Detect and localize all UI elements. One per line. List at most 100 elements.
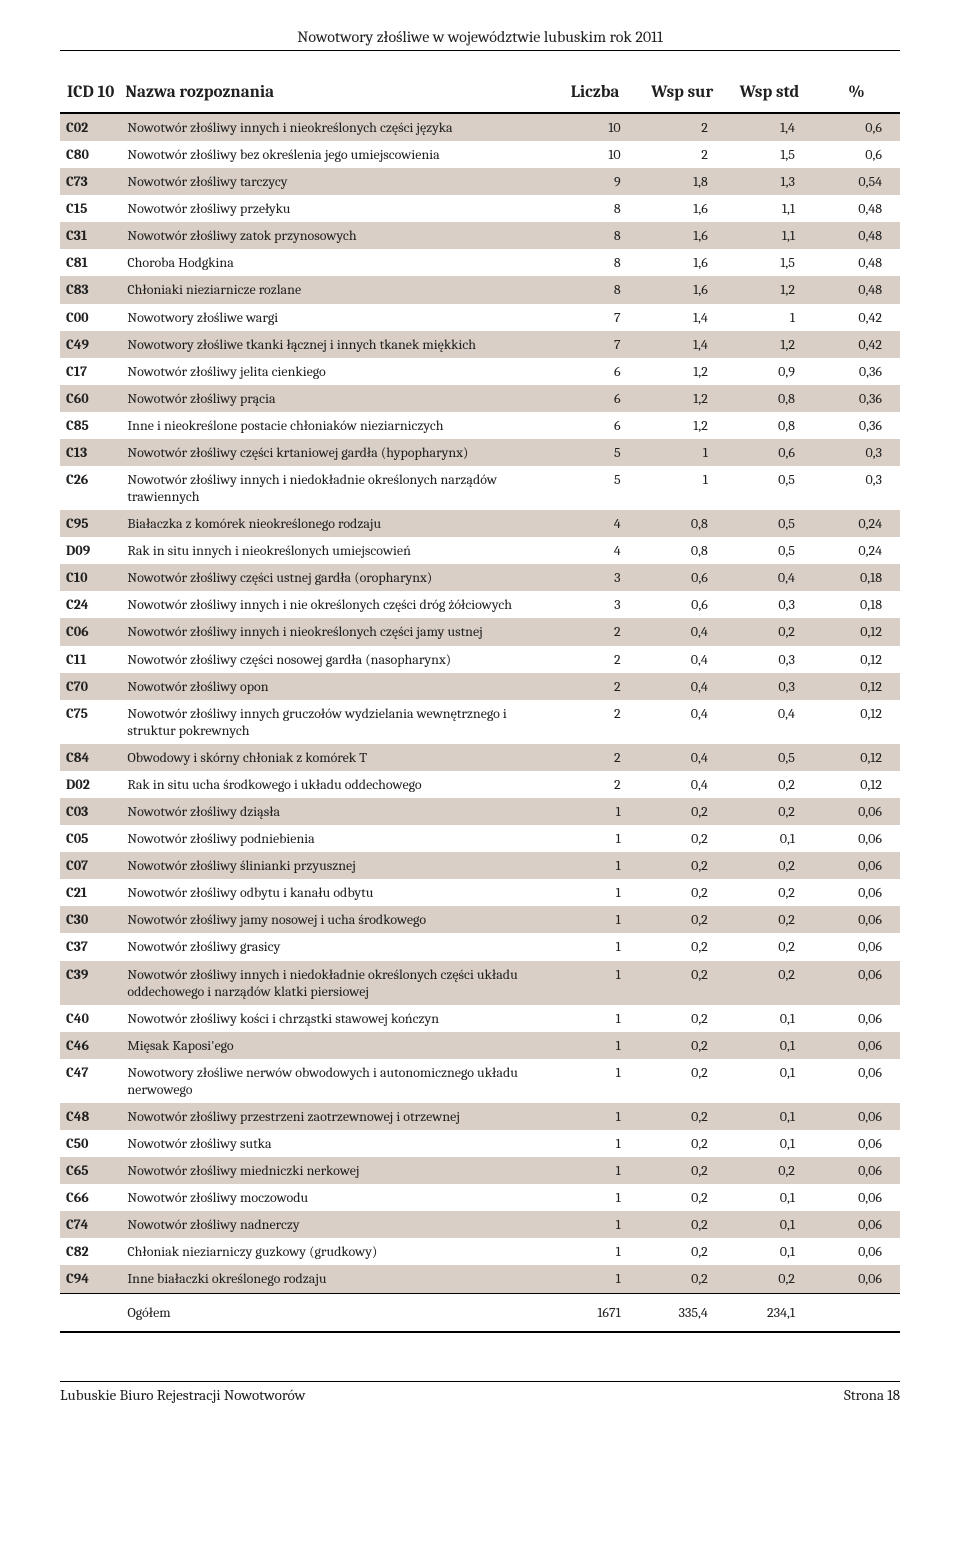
- cell-liczba: 1: [551, 852, 638, 879]
- cell-pct: 0,12: [813, 744, 900, 771]
- cell-icd: D09: [60, 537, 121, 564]
- cell-wsp-sur: 0,2: [639, 961, 726, 1005]
- cell-liczba: 2: [551, 744, 638, 771]
- cell-wsp-sur: 0,4: [639, 673, 726, 700]
- cell-name: Nowotwór złośliwy jelita cienkiego: [121, 358, 551, 385]
- table-row: C70Nowotwór złośliwy opon20,40,30,12: [60, 673, 900, 700]
- cell-pct: 0,48: [813, 249, 900, 276]
- cell-pct: 0,36: [813, 358, 900, 385]
- table-row: C75Nowotwór złośliwy innych gruczołów wy…: [60, 700, 900, 744]
- col-header-wsp-sur: Wsp sur: [639, 77, 726, 113]
- running-head: Nowotwory złośliwe w województwie lubusk…: [60, 28, 900, 51]
- cell-wsp-std: 0,4: [726, 700, 813, 744]
- cell-name: Nowotwór złośliwy części nosowej gardła …: [121, 646, 551, 673]
- cell-wsp-sur: 0,2: [639, 852, 726, 879]
- cell-icd: C47: [60, 1059, 121, 1103]
- cell-wsp-sur: 1: [639, 439, 726, 466]
- cell-liczba: 1: [551, 1238, 638, 1265]
- cell-wsp-std: 0,3: [726, 673, 813, 700]
- cell-wsp-sur: 0,2: [639, 906, 726, 933]
- cell-name: Nowotwór złośliwy sutka: [121, 1130, 551, 1157]
- cell-wsp-sur: 0,4: [639, 700, 726, 744]
- cell-pct: 0,06: [813, 1130, 900, 1157]
- cell-icd: C73: [60, 168, 121, 195]
- table-row: C83Chłoniaki nieziarnicze rozlane81,61,2…: [60, 276, 900, 303]
- cell-wsp-sur: 0,2: [639, 1265, 726, 1293]
- cell-pct: 0,06: [813, 798, 900, 825]
- cell-wsp-sur: 0,2: [639, 1130, 726, 1157]
- cell-liczba: 1: [551, 879, 638, 906]
- cell-liczba: 7: [551, 331, 638, 358]
- cell-pct: 0,12: [813, 646, 900, 673]
- cell-name: Nowotwór złośliwy podniebienia: [121, 825, 551, 852]
- cell-pct: 0,06: [813, 1005, 900, 1032]
- table-row: C82Chłoniak nieziarniczy guzkowy (grudko…: [60, 1238, 900, 1265]
- cell-liczba: 9: [551, 168, 638, 195]
- table-row: C11Nowotwór złośliwy części nosowej gard…: [60, 646, 900, 673]
- cell-pct: 0,36: [813, 412, 900, 439]
- cell-wsp-std: 0,2: [726, 879, 813, 906]
- cell-wsp-std: 0,1: [726, 1211, 813, 1238]
- cell-liczba: 1: [551, 1032, 638, 1059]
- cell-name: Rak in situ innych i nieokreślonych umie…: [121, 537, 551, 564]
- cell-pct: 0,06: [813, 1265, 900, 1293]
- cell-icd: C83: [60, 276, 121, 303]
- cell-liczba: 5: [551, 439, 638, 466]
- table-row: C50Nowotwór złośliwy sutka10,20,10,06: [60, 1130, 900, 1157]
- cell-pct: 0,06: [813, 879, 900, 906]
- table-row: C13Nowotwór złośliwy części krtaniowej g…: [60, 439, 900, 466]
- cell-name: Nowotwór złośliwy części ustnej gardła (…: [121, 564, 551, 591]
- cell-name: Rak in situ ucha środkowego i układu odd…: [121, 771, 551, 798]
- cell-icd: C31: [60, 222, 121, 249]
- cell-wsp-sur: 0,6: [639, 591, 726, 618]
- cell-pct: 0,18: [813, 564, 900, 591]
- cell-wsp-std: 0,1: [726, 1005, 813, 1032]
- table-row: C84Obwodowy i skórny chłoniak z komórek …: [60, 744, 900, 771]
- cell-liczba: 6: [551, 358, 638, 385]
- cell-wsp-sur: 1,2: [639, 412, 726, 439]
- cell-liczba: 1: [551, 933, 638, 960]
- cell-name: Nowotwór złośliwy jamy nosowej i ucha śr…: [121, 906, 551, 933]
- cell-pct: 0,48: [813, 222, 900, 249]
- cell-wsp-std: 0,1: [726, 825, 813, 852]
- cell-liczba: 3: [551, 591, 638, 618]
- cell-liczba: 1: [551, 798, 638, 825]
- cell-icd: C07: [60, 852, 121, 879]
- cell-wsp-std: 1: [726, 304, 813, 331]
- cell-pct: 0,06: [813, 961, 900, 1005]
- cell-wsp-sur: 1,4: [639, 304, 726, 331]
- cell-wsp-std: 0,5: [726, 510, 813, 537]
- cell-liczba: 2: [551, 618, 638, 645]
- cell-wsp-std: 0,1: [726, 1130, 813, 1157]
- cell-pct: 0,24: [813, 537, 900, 564]
- cell-wsp-std: 0,4: [726, 564, 813, 591]
- total-pct: [813, 1293, 900, 1332]
- cell-name: Inne białaczki określonego rodzaju: [121, 1265, 551, 1293]
- cell-wsp-sur: 1: [639, 466, 726, 510]
- cell-wsp-std: 1,3: [726, 168, 813, 195]
- cell-liczba: 4: [551, 537, 638, 564]
- cell-liczba: 10: [551, 113, 638, 141]
- cell-liczba: 8: [551, 195, 638, 222]
- cell-icd: C13: [60, 439, 121, 466]
- cell-name: Nowotwory złośliwe tkanki łącznej i inny…: [121, 331, 551, 358]
- cell-icd: C74: [60, 1211, 121, 1238]
- cell-liczba: 8: [551, 222, 638, 249]
- table-row: C94Inne białaczki określonego rodzaju10,…: [60, 1265, 900, 1293]
- cell-icd: C30: [60, 906, 121, 933]
- cell-wsp-std: 0,8: [726, 385, 813, 412]
- cell-icd: C85: [60, 412, 121, 439]
- cell-icd: C21: [60, 879, 121, 906]
- cell-wsp-sur: 0,4: [639, 744, 726, 771]
- cell-pct: 0,48: [813, 276, 900, 303]
- cell-pct: 0,36: [813, 385, 900, 412]
- cell-wsp-sur: 0,2: [639, 1157, 726, 1184]
- table-header: ICD 10 Nazwa rozpoznania Liczba Wsp sur …: [60, 77, 900, 113]
- cell-pct: 0,12: [813, 618, 900, 645]
- cell-wsp-sur: 1,2: [639, 358, 726, 385]
- cell-name: Choroba Hodgkina: [121, 249, 551, 276]
- cell-liczba: 6: [551, 412, 638, 439]
- cell-icd: C81: [60, 249, 121, 276]
- cell-name: Nowotwór złośliwy innych i niedokładnie …: [121, 466, 551, 510]
- cell-wsp-sur: 1,6: [639, 222, 726, 249]
